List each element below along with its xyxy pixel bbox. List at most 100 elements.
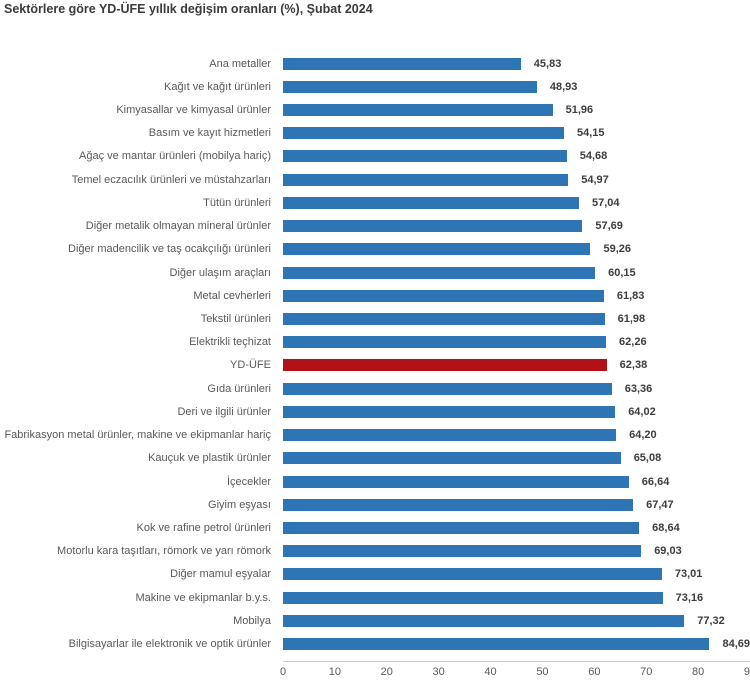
value-label: 62,38 (619, 359, 648, 372)
bar[interactable] (283, 104, 553, 117)
bar-row: Giyim eşyası 67,47 (0, 493, 750, 516)
bar[interactable] (283, 568, 662, 581)
category-label: Metal cevherleri (193, 289, 271, 302)
value-label: 62,26 (619, 336, 647, 349)
category-label: Giyim eşyası (208, 498, 271, 511)
bar-track: 73,16 (283, 586, 750, 609)
bar-track: 48,93 (283, 75, 750, 98)
bar-row: Deri ve ilgili ürünler 64,02 (0, 400, 750, 423)
category-label: Deri ve ilgili ürünler (177, 405, 271, 418)
bar-track: 57,04 (283, 191, 750, 214)
bar[interactable] (283, 313, 605, 326)
bar-row: Diğer madencilik ve taş ocakçılığı ürünl… (0, 238, 750, 261)
bar-track: 57,69 (283, 215, 750, 238)
bar[interactable] (283, 545, 642, 558)
x-axis-tick-label: 0 (279, 666, 287, 678)
category-label: Diğer ulaşım araçları (169, 266, 271, 279)
value-label: 63,36 (624, 382, 653, 395)
bar-row: Elektrikli teçhizat 62,26 (0, 331, 750, 354)
value-label: 59,26 (603, 243, 632, 256)
value-label: 69,03 (654, 545, 682, 558)
x-axis-tick-label: 80 (691, 666, 705, 678)
bar-row: Makine ve ekipmanlar b.y.s. 73,16 (0, 586, 750, 609)
bar-track: 54,68 (283, 145, 750, 168)
bar[interactable] (283, 521, 640, 534)
value-label: 67,47 (646, 498, 674, 511)
bar-row: Temel eczacılık ürünleri ve müstahzarlar… (0, 168, 750, 191)
value-label: 65,08 (633, 452, 662, 465)
bar-row: YD-ÜFE 62,38 (0, 354, 750, 377)
chart-rows: Ana metaller 45,83 Kağıt ve kağıt ürünle… (0, 52, 750, 656)
category-label: Ana metaller (209, 57, 271, 70)
bar[interactable] (283, 127, 564, 140)
bar-row: Ağaç ve mantar ürünleri (mobilya hariç) … (0, 145, 750, 168)
category-label: YD-ÜFE (230, 359, 271, 372)
value-label: 61,98 (617, 313, 646, 326)
bar[interactable] (283, 173, 569, 186)
bar-track: 67,47 (283, 493, 750, 516)
bar-track: 45,83 (283, 52, 750, 75)
bar-track: 54,15 (283, 122, 750, 145)
bar[interactable] (283, 638, 710, 651)
value-label: 57,69 (595, 220, 623, 233)
bar-row: Diğer metalik olmayan mineral ürünler 57… (0, 215, 750, 238)
bar-track: 51,96 (283, 98, 750, 121)
category-label: Basım ve kayıt hizmetleri (148, 127, 271, 140)
bar-row: Kauçuk ve plastik ürünler 65,08 (0, 447, 750, 470)
bar[interactable] (283, 57, 521, 70)
bar-row: Gıda ürünleri 63,36 (0, 377, 750, 400)
value-label: 73,01 (674, 568, 703, 581)
x-axis-tick-label: 60 (588, 666, 601, 678)
bar[interactable] (283, 452, 621, 465)
bar-track: 77,32 (283, 609, 750, 632)
category-label: Diğer metalik olmayan mineral ürünler (85, 220, 271, 233)
bar[interactable] (283, 150, 567, 163)
bar-track: 54,97 (283, 168, 750, 191)
bar-track: 61,98 (283, 307, 750, 330)
value-label: 84,69 (722, 638, 750, 651)
category-label: Motorlu kara taşıtları, römork ve yarı r… (57, 545, 271, 558)
bar-row: Diğer ulaşım araçları 60,15 (0, 261, 750, 284)
bar[interactable] (283, 80, 537, 93)
value-label: 77,32 (697, 614, 725, 627)
bar-row: Basım ve kayıt hizmetleri 54,15 (0, 122, 750, 145)
bar-track: 60,15 (283, 261, 750, 284)
bar[interactable] (283, 289, 604, 302)
bar[interactable] (283, 359, 607, 372)
bar[interactable] (283, 405, 616, 418)
bar[interactable] (283, 429, 617, 442)
bar-track: 69,03 (283, 540, 750, 563)
bar[interactable] (283, 382, 612, 395)
value-label: 48,93 (549, 80, 578, 93)
bar[interactable] (283, 336, 607, 349)
category-label: Kauçuk ve plastik ürünler (148, 452, 271, 465)
category-label: Kimyasallar ve kimyasal ürünler (116, 104, 271, 117)
value-label: 54,97 (581, 173, 609, 186)
value-label: 51,96 (565, 104, 594, 117)
category-label: Kok ve rafine petrol ürünleri (136, 521, 271, 534)
bar[interactable] (283, 475, 629, 488)
bar-track: 62,26 (283, 331, 750, 354)
value-label: 54,68 (579, 150, 608, 163)
bar[interactable] (283, 196, 579, 209)
category-label: Diğer madencilik ve taş ocakçılığı ürünl… (68, 243, 271, 256)
bar-row: Bilgisayarlar ile elektronik ve optik ür… (0, 632, 750, 655)
bar[interactable] (283, 266, 596, 279)
bar-row: Fabrikasyon metal ürünler, makine ve eki… (0, 424, 750, 447)
category-label: Ağaç ve mantar ürünleri (mobilya hariç) (79, 150, 271, 163)
bar-track: 65,08 (283, 447, 750, 470)
category-label: Gıda ürünleri (207, 382, 271, 395)
value-label: 57,04 (591, 196, 620, 209)
bar[interactable] (283, 591, 663, 604)
category-label: Makine ve ekipmanlar b.y.s. (135, 591, 271, 604)
bar[interactable] (283, 614, 685, 627)
bar-row: Tekstil ürünleri 61,98 (0, 307, 750, 330)
x-axis-tick-label: 10 (328, 666, 341, 678)
x-axis-tick-label: 40 (484, 666, 497, 678)
bar[interactable] (283, 243, 591, 256)
bar-row: Mobilya 77,32 (0, 609, 750, 632)
bar[interactable] (283, 220, 583, 233)
bar[interactable] (283, 498, 634, 511)
bar-row: Diğer mamul eşyalar 73,01 (0, 563, 750, 586)
bar-row: İçecekler 66,64 (0, 470, 750, 493)
